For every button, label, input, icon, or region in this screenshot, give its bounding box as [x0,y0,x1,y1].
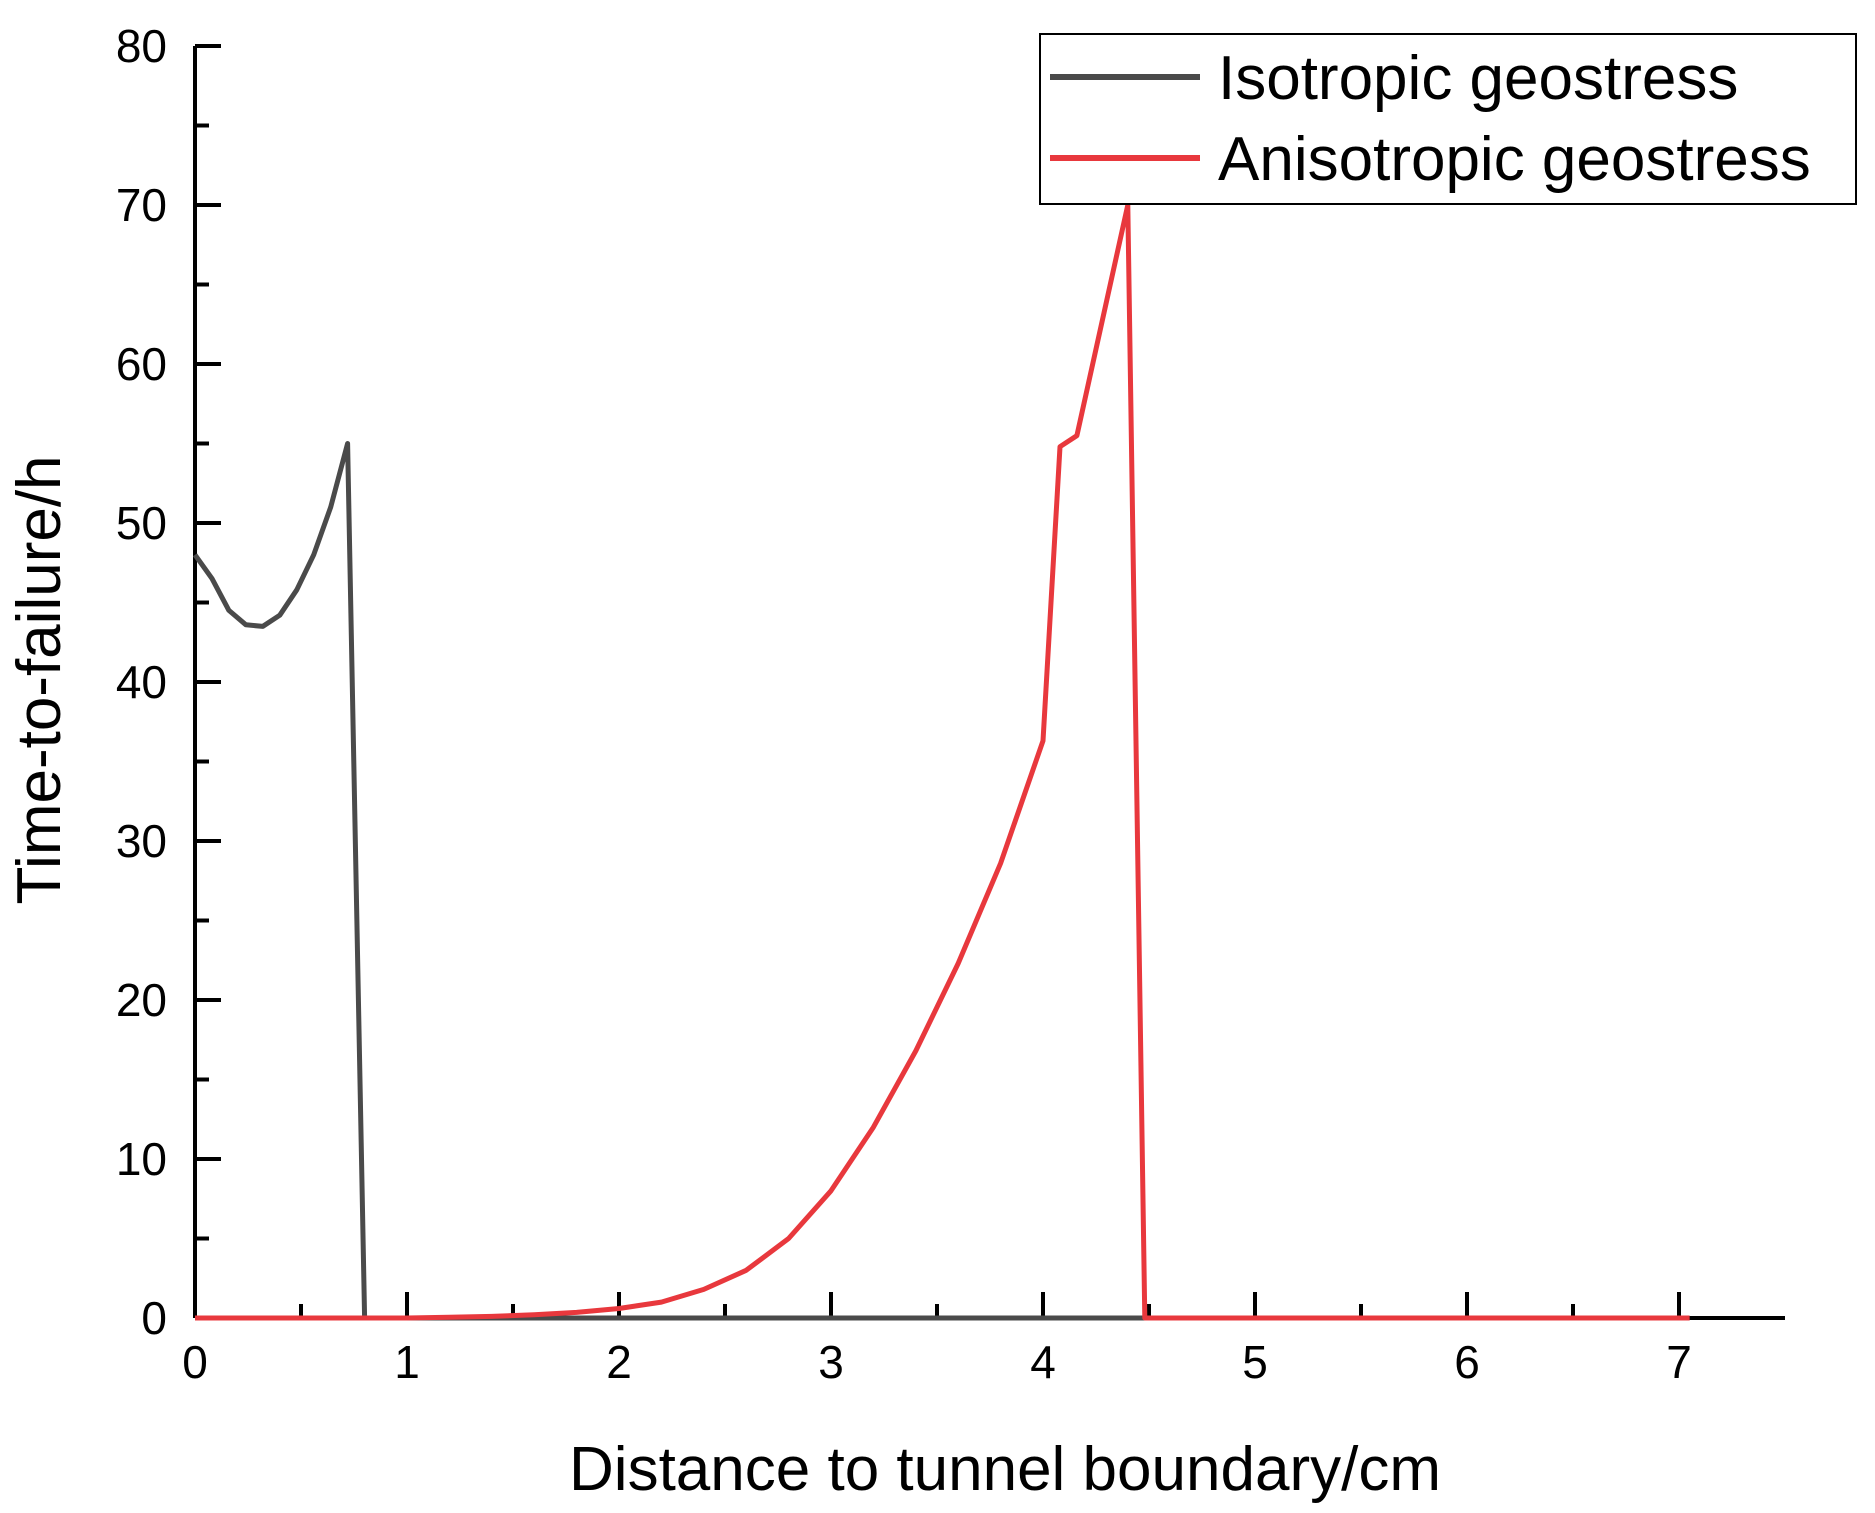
series-line-isotropic [192,441,1690,1321]
y-tick-label: 50 [116,497,167,549]
y-axis-title: Time-to-failure/h [5,455,74,904]
x-tick-label: 1 [394,1336,420,1388]
legend-label-anisotropic: Anisotropic geostress [1218,125,1811,194]
legend-label-isotropic: Isotropic geostress [1218,44,1738,113]
y-tick-label: 70 [116,179,167,231]
x-tick-label: 5 [1242,1336,1268,1388]
x-axis: 0 1 2 3 4 5 6 7 [182,1292,1785,1388]
y-axis: 0 10 20 30 40 50 60 70 80 [116,20,221,1344]
x-tick-label: 2 [606,1336,632,1388]
y-tick-label: 80 [116,20,167,72]
series-layer [192,202,1690,1321]
y-tick-label: 40 [116,656,167,708]
x-tick-label: 4 [1030,1336,1056,1388]
legend: Isotropic geostress Anisotropic geostres… [1039,33,1857,205]
x-axis-title: Distance to tunnel boundary/cm [569,1435,1441,1504]
legend-box [1039,33,1857,205]
y-tick-label: 0 [141,1292,167,1344]
x-tick-label: 7 [1666,1336,1692,1388]
y-tick-label: 30 [116,815,167,867]
x-tick-label: 6 [1454,1336,1480,1388]
x-tick-label: 3 [818,1336,844,1388]
series-line-anisotropic [195,202,1690,1321]
y-tick-label: 10 [116,1133,167,1185]
y-tick-label: 20 [116,974,167,1026]
x-tick-label: 0 [182,1336,208,1388]
y-tick-label: 60 [116,338,167,390]
